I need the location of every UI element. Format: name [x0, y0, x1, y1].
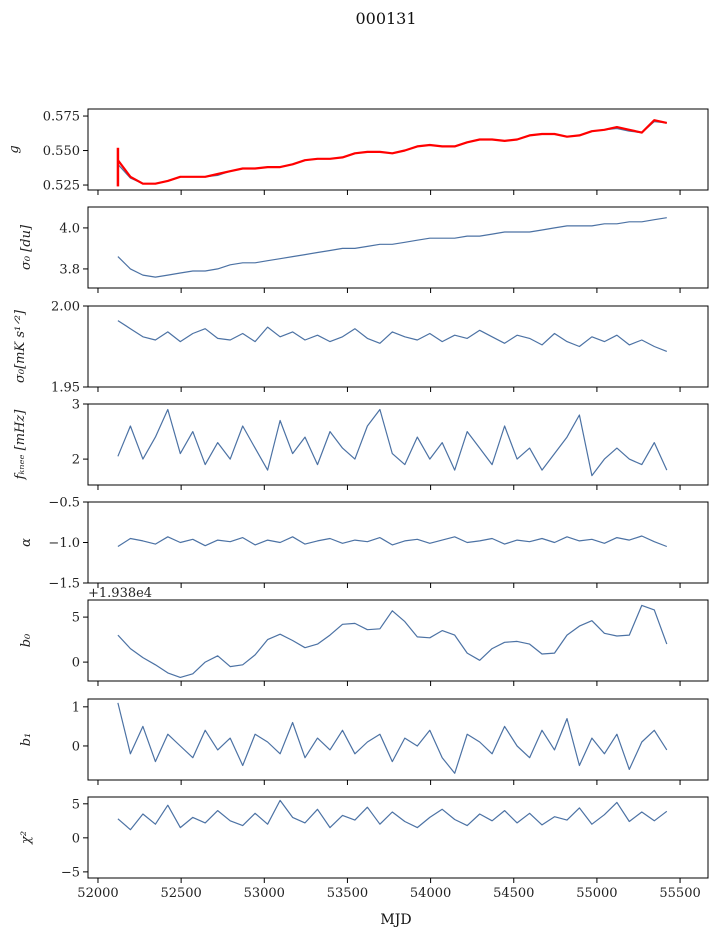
y-tick-label: 2 [72, 453, 80, 468]
y-tick-label: 5 [72, 797, 80, 812]
subplot-8: −5 0 5 52000 52500 53000 53500 54000 54500 55000 5… [19, 796, 709, 901]
y-tick-label: 0 [72, 831, 80, 846]
y-axis-label: α [19, 538, 34, 547]
series-line-sigma0_mK [117, 320, 668, 352]
x-tick-label: 55500 [659, 886, 700, 901]
y-offset-text: +1.938e4 [88, 586, 152, 601]
x-tick-label: 55000 [576, 886, 617, 901]
series-line-sigma0_du [117, 217, 667, 278]
y-axis-label: σ₀[mK s¹ᐟ²] [13, 309, 28, 383]
subplot-2: 3.8 4.0 σ₀ [du] [19, 206, 709, 293]
x-tick-label: 53500 [327, 886, 368, 901]
x-tick-label: 52000 [77, 886, 118, 901]
subplot-1: 0.525 0.550 0.575 g [7, 108, 709, 195]
axes-frame [87, 403, 709, 486]
subplot-4: 2 3 fₖₙₑₑ [mHz] [13, 398, 709, 490]
series-line-b1 [117, 702, 668, 774]
y-tick-label: 1.95 [51, 381, 80, 396]
y-axis-label: g [7, 145, 22, 153]
y-tick-label: 3 [72, 398, 80, 413]
y-tick-label: 4.0 [59, 221, 80, 236]
y-tick-label: 5 [72, 611, 80, 626]
subplot-7: 0 1 b₁ [19, 698, 709, 785]
axes-frame [87, 305, 709, 388]
y-tick-label: 0.525 [43, 179, 80, 194]
y-axis-label: σ₀ [du] [19, 224, 34, 270]
axes-frame [87, 796, 709, 879]
y-axis-label: χ² [19, 831, 34, 845]
y-axis-label: fₖₙₑₑ [mHz] [13, 409, 28, 481]
series-line-alpha [117, 535, 668, 548]
series-line-b0 [117, 604, 668, 678]
subplot-6: 0 5 b₀ +1.938e4 [19, 586, 709, 686]
y-tick-label: −5 [61, 865, 80, 880]
series-line-g-fit [117, 119, 668, 185]
y-tick-label: 0.550 [43, 144, 80, 159]
y-tick-label: 3.8 [59, 262, 80, 277]
x-tick-label: 54500 [493, 886, 534, 901]
x-tick-label: 52500 [160, 886, 201, 901]
y-tick-label: 1 [72, 700, 80, 715]
y-tick-label: −0.5 [48, 496, 80, 511]
y-tick-label: 0 [72, 739, 80, 754]
axes-frame [87, 599, 709, 682]
chart-title: 000131 [355, 9, 416, 28]
y-tick-label: −1.5 [48, 577, 80, 592]
series-line-chi2 [117, 799, 668, 831]
y-tick-label: 0.575 [43, 110, 80, 125]
x-tick-label: 53000 [244, 886, 285, 901]
y-tick-label: 0 [72, 656, 80, 671]
y-axis-label: b₀ [19, 633, 34, 647]
subplots: 0.525 0.550 0.575 g 3.8 4.0 σ₀ [du] 1.95 2.00 σ₀[… [7, 108, 709, 901]
y-axis-label: b₁ [19, 733, 34, 747]
x-tick-label: 54000 [410, 886, 451, 901]
axes-frame [87, 698, 709, 781]
y-tick-label: −1.0 [48, 536, 80, 551]
subplot-3: 1.95 2.00 σ₀[mK s¹ᐟ²] [13, 300, 709, 396]
axes-frame [87, 108, 709, 191]
series-line-fknee [117, 408, 668, 477]
x-axis-label: MJD [380, 912, 411, 928]
y-tick-label: 2.00 [51, 300, 80, 315]
axes-frame [87, 206, 709, 289]
subplot-5: −1.5 −1.0 −0.5 α [19, 496, 709, 592]
